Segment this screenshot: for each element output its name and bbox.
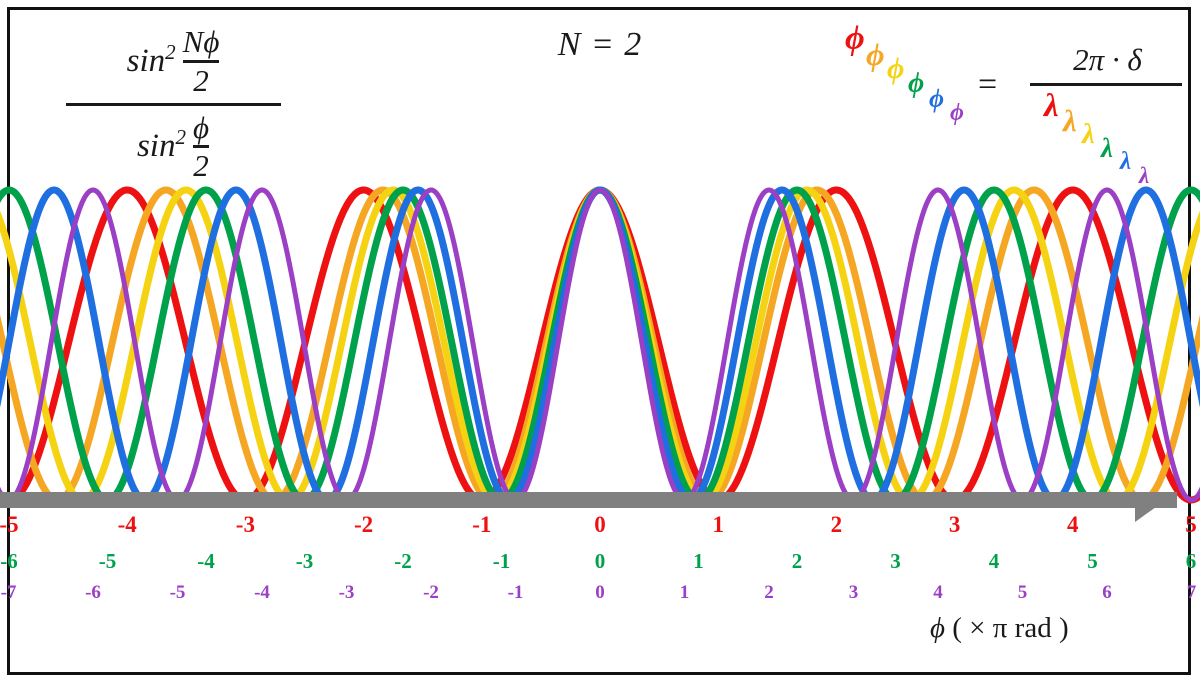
x-axis-label-symbol: ϕ: [930, 612, 946, 644]
tick-label: 3: [948, 512, 961, 537]
lambda-glyph-3: λ: [1101, 133, 1113, 163]
interference-plot: [0, 186, 1200, 508]
tick-label: 1: [679, 582, 690, 603]
tick-label: 0: [594, 512, 606, 537]
tick-label: -5: [169, 582, 186, 603]
sin-exponent-numerator: 2: [165, 39, 176, 64]
phase-formula-numerator: 2π · δ: [1073, 42, 1142, 77]
tick-label: -4: [117, 512, 137, 537]
tick-label: -1: [507, 582, 524, 603]
phi-glyph-3: ϕ: [908, 68, 925, 99]
denominator-inner-bar: [192, 145, 210, 149]
intensity-formula-bar: [65, 102, 281, 106]
tick-label: -3: [295, 549, 314, 573]
denominator-inner-bottom: 2: [193, 148, 209, 184]
tick-label: 6: [1185, 549, 1197, 573]
tick-label: -2: [354, 512, 374, 537]
denominator-inner-top: ϕ: [192, 109, 210, 145]
tick-label: -4: [254, 582, 270, 603]
lambda-glyph-4: λ: [1120, 148, 1132, 175]
tick-row-red-scale: -5 -4 -3 -2 -1 0 1 2 3 4 5: [0, 512, 1200, 540]
tick-label: -5: [0, 512, 19, 537]
tick-label: 6: [1102, 582, 1112, 603]
phase-formula-equals: =: [978, 66, 998, 103]
numerator-inner-bar: [182, 59, 220, 63]
tick-label: -3: [338, 582, 355, 603]
denominator-inner-fraction: ϕ 2: [192, 109, 210, 184]
page-title: N = 2: [557, 26, 643, 63]
x-axis-label: ϕ ( × π rad ): [930, 612, 1069, 645]
tick-label: 7: [1186, 582, 1197, 603]
figure-border: [7, 7, 1191, 675]
tick-row-purple-scale: -7 -6 -5 -4 -3 -2 -1 0 1 2 3 4 5 6 7: [0, 582, 1200, 610]
tick-label: 5: [1017, 582, 1028, 603]
tick-label: 5: [1087, 549, 1098, 573]
tick-label: -1: [492, 549, 511, 573]
phase-formula-bar: [1030, 83, 1182, 86]
phi-glyph-0: ϕ: [845, 20, 865, 57]
lambda-glyph-5: λ: [1139, 163, 1150, 188]
tick-label: -4: [197, 549, 215, 573]
sin-label-numerator: sin: [126, 42, 166, 79]
tick-label: 2: [830, 512, 843, 537]
tick-label: 3: [848, 582, 859, 603]
phi-glyph-2: ϕ: [887, 52, 905, 85]
intensity-formula-numerator: sin 2 Nϕ 2: [127, 26, 220, 96]
tick-label: -7: [0, 582, 17, 603]
curve-green: [0, 186, 1200, 504]
tick-label: 0: [594, 549, 606, 573]
phi-glyph-5: ϕ: [950, 100, 964, 126]
phi-glyph-4: ϕ: [929, 84, 945, 113]
intensity-formula-denominator: sin 2 ϕ 2: [136, 109, 210, 184]
tick-label: 1: [693, 549, 704, 573]
lambda-glyph-2: λ: [1082, 118, 1095, 150]
tick-label: -5: [98, 549, 117, 573]
tick-label: -1: [472, 512, 492, 537]
tick-label: 4: [933, 582, 943, 603]
tick-label: -2: [394, 549, 412, 573]
numerator-inner-bottom: 2: [193, 62, 209, 98]
intensity-formula: sin 2 Nϕ 2 sin 2 ϕ 2: [58, 24, 288, 184]
x-axis-arrow-icon: [1135, 492, 1177, 522]
tick-row-green-scale: -6 -5 -4 -3 -2 -1 0 1 2 3 4 5 6: [0, 549, 1200, 577]
sin-label-denominator: sin: [136, 128, 176, 165]
tick-label: 2: [764, 582, 774, 603]
tick-label: 4: [1067, 512, 1079, 537]
x-axis-label-units: ( × π rad ): [952, 612, 1069, 644]
tick-label: -3: [235, 512, 255, 537]
interference-curves: [0, 186, 1200, 504]
tick-label: -2: [423, 582, 439, 603]
tick-label: 0: [595, 582, 605, 603]
tick-label: 5: [1185, 512, 1197, 537]
tick-label: -6: [85, 582, 101, 603]
x-axis-bar: [0, 492, 1177, 508]
curve-purple: [0, 187, 1200, 503]
lambda-glyph-1: λ: [1063, 103, 1077, 138]
numerator-inner-top: Nϕ: [182, 24, 220, 60]
tick-label: 2: [791, 549, 803, 573]
tick-label: 4: [988, 549, 1000, 573]
sin-exponent-denominator: 2: [175, 125, 186, 150]
tick-label: 3: [890, 549, 901, 573]
tick-label: -6: [0, 549, 18, 573]
numerator-inner-fraction: Nϕ 2: [182, 24, 220, 98]
phi-glyph-1: ϕ: [866, 36, 885, 72]
tick-label: 1: [712, 512, 724, 537]
lambda-glyph-0: λ: [1044, 88, 1059, 124]
